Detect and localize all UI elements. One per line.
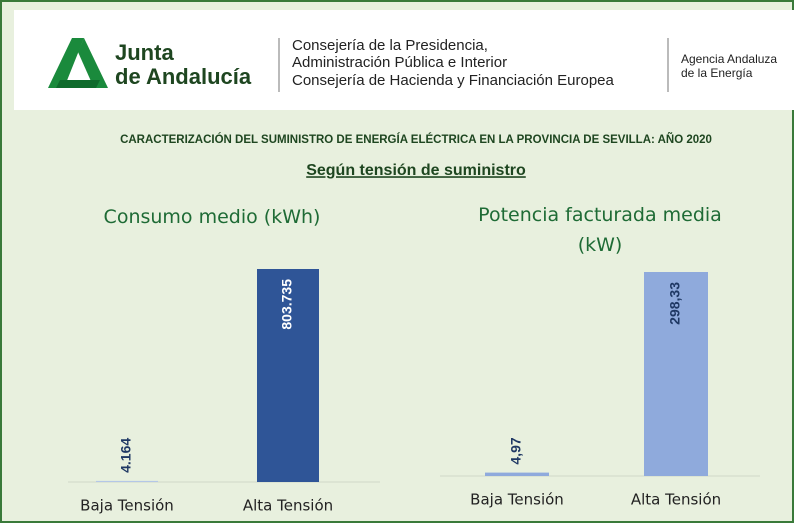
chart-title-box: Consumo medio (kWh) — [103, 206, 321, 228]
value-label: 4.164 — [118, 438, 134, 473]
bar — [644, 272, 708, 476]
category-label: Baja Tensión — [80, 497, 174, 515]
chart-title: Potencia facturada media (kW) — [478, 204, 722, 256]
bar — [96, 480, 158, 482]
department-text: Consejería de la Presidencia, — [292, 37, 488, 54]
page-subtitle: Según tensión de suministro — [306, 162, 526, 179]
chart-title: Consumo medio (kWh) — [103, 206, 321, 228]
logo-text: Junta — [115, 40, 174, 65]
category-label: Alta Tensión — [243, 497, 333, 515]
value-label: 4,97 — [508, 437, 524, 464]
category-label: Baja Tensión — [470, 491, 564, 509]
header-band — [14, 10, 794, 110]
page-title: CARACTERIZACIÓN DEL SUMINISTRO DE ENERGÍ… — [120, 133, 712, 146]
bar — [257, 269, 319, 482]
logo-mark — [48, 38, 108, 88]
bar — [485, 472, 549, 476]
chart-title-box: Potencia facturada media (kW) — [478, 204, 722, 256]
agency-text: de la Energía — [681, 66, 753, 80]
department-text: Administración Pública e Interior — [292, 54, 507, 71]
department-text: Consejería de Hacienda y Financiación Eu… — [292, 72, 615, 89]
category-label: Alta Tensión — [631, 491, 721, 509]
value-label: 803.735 — [279, 279, 295, 330]
value-label: 298,33 — [667, 282, 683, 325]
agency-text: Agencia Andaluza — [681, 52, 777, 66]
logo-text: de Andalucía — [115, 64, 252, 89]
